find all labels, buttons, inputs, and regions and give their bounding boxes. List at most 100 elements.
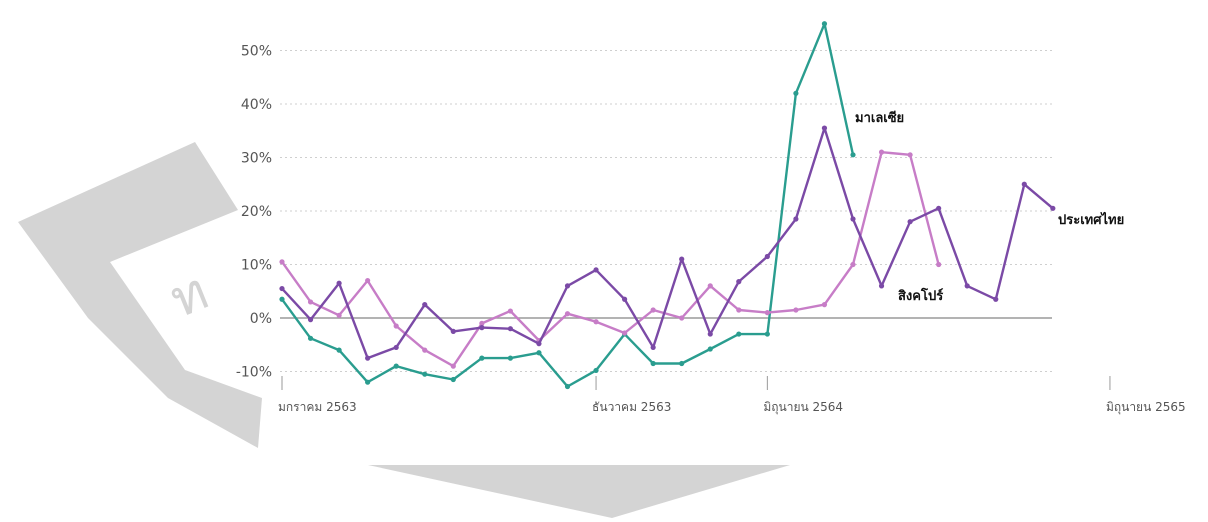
data-point (564, 283, 571, 289)
x-axis: มกราคม 2563 ธันวาคม 2563 มิถุนายน 2564 มิถุ… (278, 376, 1186, 415)
data-point (279, 259, 285, 265)
series-group (279, 21, 856, 390)
data-point (850, 216, 856, 222)
data-point (422, 371, 428, 377)
x-tick-label: มกราคม 2563 (278, 400, 357, 414)
y-axis: 50% 40% 30% 20% 10% 0% -10% (236, 44, 272, 381)
y-tick-label: 20% (241, 204, 272, 220)
data-point (279, 285, 285, 292)
data-point (650, 307, 656, 313)
data-point (1021, 181, 1027, 187)
data-point (307, 335, 314, 341)
y-tick-label: 40% (241, 97, 272, 113)
data-point (393, 363, 399, 369)
data-point (536, 350, 542, 356)
series-line (280, 150, 940, 368)
decorative-background: ท (18, 142, 790, 518)
x-tick-label: มิถุนายน 2564 (763, 400, 843, 415)
data-point (593, 367, 599, 374)
data-point (622, 296, 628, 302)
series-group (279, 149, 942, 369)
data-point (393, 344, 399, 351)
data-point (365, 277, 371, 284)
data-point (850, 261, 856, 268)
data-point (993, 296, 999, 302)
data-point (307, 317, 314, 323)
data-point (821, 302, 828, 308)
data-point (821, 21, 828, 27)
y-tick-label: 0% (250, 311, 272, 327)
data-point (479, 325, 485, 331)
data-point (764, 253, 770, 260)
data-point (393, 323, 399, 329)
data-point (593, 319, 599, 325)
decorative-chevron-left (18, 142, 262, 448)
data-point (821, 125, 828, 131)
data-point (422, 347, 428, 353)
data-point (850, 152, 856, 158)
data-point (336, 347, 342, 353)
data-point (793, 90, 799, 96)
data-point (1050, 205, 1056, 211)
data-point (450, 363, 456, 369)
series-label: ประเทศไทย (1058, 211, 1124, 228)
data-point (650, 360, 656, 367)
data-point (736, 331, 742, 337)
data-point (707, 283, 713, 289)
data-point (507, 326, 513, 332)
x-tick-label: ธันวาคม 2563 (592, 400, 671, 414)
data-point (507, 355, 513, 361)
data-point (564, 383, 571, 390)
series-line (280, 126, 1055, 360)
data-point (622, 330, 628, 336)
data-point (793, 216, 799, 222)
data-point (279, 296, 285, 302)
data-point (679, 315, 685, 321)
data-point (907, 219, 913, 225)
data-point (736, 307, 742, 313)
data-point (365, 355, 371, 361)
data-point (707, 331, 713, 337)
series-group (279, 125, 1056, 361)
data-point (936, 205, 942, 211)
y-tick-label: 10% (241, 258, 272, 274)
data-point (336, 280, 342, 286)
series-label: สิงคโปร์ (898, 287, 943, 304)
series-layer (279, 21, 1056, 390)
watermark-glyph: ท (162, 261, 216, 329)
grid-lines (280, 50, 1052, 372)
data-point (365, 379, 371, 385)
data-point (450, 328, 456, 334)
data-point (707, 346, 713, 352)
decorative-arrow-down (368, 465, 790, 518)
data-point (307, 299, 314, 305)
data-point (450, 376, 456, 383)
data-point (907, 152, 913, 158)
data-point (936, 261, 942, 268)
data-point (564, 311, 571, 317)
data-point (964, 283, 970, 289)
data-point (793, 307, 799, 313)
data-point (650, 344, 656, 351)
series-labels: มาเลเซียสิงคโปร์ ประเทศไทย (855, 110, 1124, 304)
data-point (479, 355, 485, 361)
data-point (878, 283, 885, 289)
data-point (736, 279, 742, 285)
y-tick-label: 30% (241, 151, 272, 167)
data-point (764, 331, 770, 337)
data-point (479, 320, 485, 326)
y-tick-label: 50% (241, 44, 272, 60)
data-point (507, 308, 513, 314)
data-point (679, 360, 685, 367)
y-tick-label: -10% (236, 365, 272, 381)
series-label: มาเลเซีย (855, 110, 904, 126)
data-point (336, 312, 342, 318)
data-point (878, 149, 885, 155)
data-point (764, 310, 770, 316)
data-point (679, 256, 685, 262)
data-point (593, 267, 599, 273)
data-point (536, 341, 542, 347)
x-tick-label: มิถุนายน 2565 (1106, 400, 1186, 415)
